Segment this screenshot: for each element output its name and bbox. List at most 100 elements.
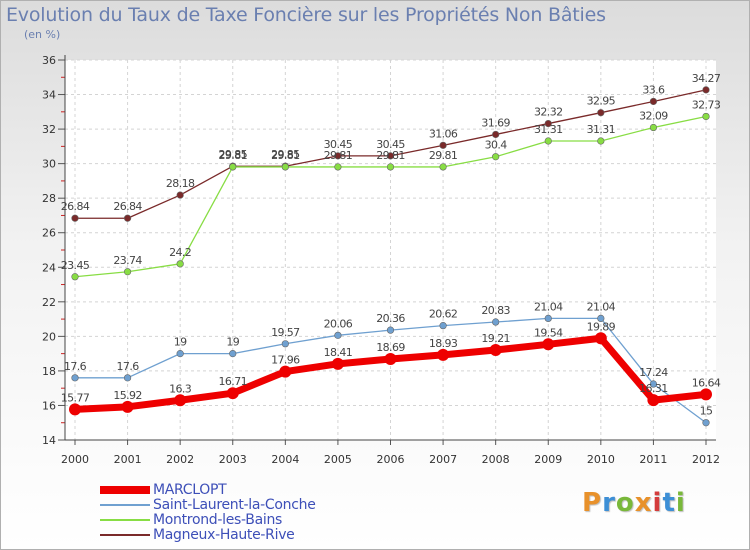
y-tick-label: 22: [42, 296, 56, 309]
legend-label-magneux: Magneux-Haute-Rive: [153, 527, 295, 543]
data-label: 29.85: [219, 148, 248, 161]
data-point: [542, 338, 555, 351]
data-label: 17.6: [117, 360, 140, 373]
legend-label-saint-laurent: Saint-Laurent-la-Conche: [153, 497, 316, 513]
data-point: [281, 163, 289, 171]
data-label: 30.45: [324, 138, 353, 151]
data-label: 31.31: [587, 123, 616, 136]
data-label: 31.06: [429, 127, 458, 140]
data-label: 19.89: [587, 320, 616, 333]
x-tick-label: 2000: [61, 453, 89, 466]
data-point: [334, 152, 342, 160]
data-point: [597, 314, 605, 323]
data-label: 16.64: [692, 376, 721, 389]
data-point: [597, 109, 605, 117]
data-label: 31.69: [481, 116, 510, 129]
logo-letter: x: [634, 488, 653, 518]
logo-letter: i: [675, 488, 686, 518]
data-point: [281, 340, 289, 348]
legend-swatch-marclopt: [100, 486, 150, 494]
data-point: [384, 352, 397, 365]
data-point: [121, 400, 134, 413]
data-label: 19.21: [481, 332, 510, 345]
data-point: [123, 374, 132, 382]
data-point: [544, 137, 552, 145]
x-tick-label: 2001: [114, 453, 142, 466]
data-point: [594, 332, 607, 345]
data-label: 23.74: [113, 254, 142, 267]
data-point: [439, 322, 447, 330]
y-tick-label: 14: [42, 434, 56, 447]
legend-swatch-montrond: [100, 519, 150, 521]
data-point: [174, 394, 187, 407]
data-point: [386, 152, 395, 160]
legend-swatch-magneux: [100, 534, 150, 536]
data-point: [702, 419, 710, 427]
data-point: [334, 331, 342, 339]
data-label: 32.95: [587, 95, 616, 108]
data-point: [386, 163, 395, 171]
data-label: 33.6: [642, 83, 665, 96]
x-tick-label: 2003: [219, 453, 247, 466]
legend-label-marclopt: MARCLOPT: [153, 482, 227, 498]
data-label: 29.81: [271, 149, 300, 162]
data-label: 28.18: [166, 177, 195, 190]
y-tick-label: 34: [42, 89, 56, 102]
data-point: [647, 394, 660, 407]
data-label: 29.81: [429, 149, 458, 162]
x-tick-label: 2007: [429, 453, 457, 466]
data-label: 16.71: [219, 375, 248, 388]
y-tick-label: 30: [42, 158, 56, 171]
data-label: 21.04: [587, 300, 616, 313]
logo-letter: P: [582, 488, 603, 518]
logo-letter: r: [602, 488, 616, 518]
data-label: 19: [226, 336, 239, 349]
data-label: 17.6: [64, 360, 87, 373]
data-point: [649, 380, 658, 388]
data-point: [492, 318, 500, 326]
data-label: 18.41: [324, 346, 353, 359]
x-tick-label: 2009: [534, 453, 562, 466]
data-point: [702, 112, 710, 121]
chart-title: Evolution du Taux de Taxe Foncière sur l…: [6, 4, 606, 26]
data-point: [71, 214, 79, 222]
x-tick-label: 2011: [639, 453, 667, 466]
y-tick-label: 16: [42, 399, 56, 412]
y-tick-label: 26: [42, 227, 56, 240]
data-point: [649, 97, 658, 106]
logo-letter: t: [662, 488, 676, 518]
data-label: 26.84: [61, 200, 90, 213]
legend-label-montrond: Montrond-les-Bains: [153, 512, 283, 528]
data-point: [226, 387, 239, 400]
data-label: 30.4: [485, 139, 508, 152]
x-tick-label: 2005: [324, 453, 352, 466]
data-label: 20.36: [376, 312, 405, 325]
data-point: [229, 163, 237, 171]
x-tick-label: 2010: [587, 453, 615, 466]
data-label: 20.83: [481, 304, 510, 317]
data-label: 20.06: [324, 317, 353, 330]
data-label: 29.85: [271, 148, 300, 161]
data-point: [437, 348, 450, 361]
data-label: 15.77: [61, 391, 90, 404]
data-label: 17.96: [271, 354, 300, 367]
data-label: 16.31: [639, 382, 668, 395]
data-label: 16.3: [169, 382, 192, 395]
data-point: [123, 268, 132, 276]
x-tick-label: 2004: [271, 453, 299, 466]
data-point: [489, 344, 502, 357]
y-tick-label: 36: [42, 54, 56, 67]
data-point: [71, 273, 79, 281]
y-tick-label: 20: [42, 330, 56, 343]
data-label: 29.81: [219, 149, 248, 162]
data-label: 15: [700, 405, 713, 418]
data-point: [649, 123, 658, 132]
data-label: 29.81: [376, 149, 405, 162]
data-label: 32.09: [639, 110, 668, 123]
data-point: [331, 357, 344, 370]
data-point: [279, 365, 292, 378]
data-point: [702, 86, 710, 94]
data-point: [597, 137, 605, 145]
data-point: [334, 163, 342, 171]
